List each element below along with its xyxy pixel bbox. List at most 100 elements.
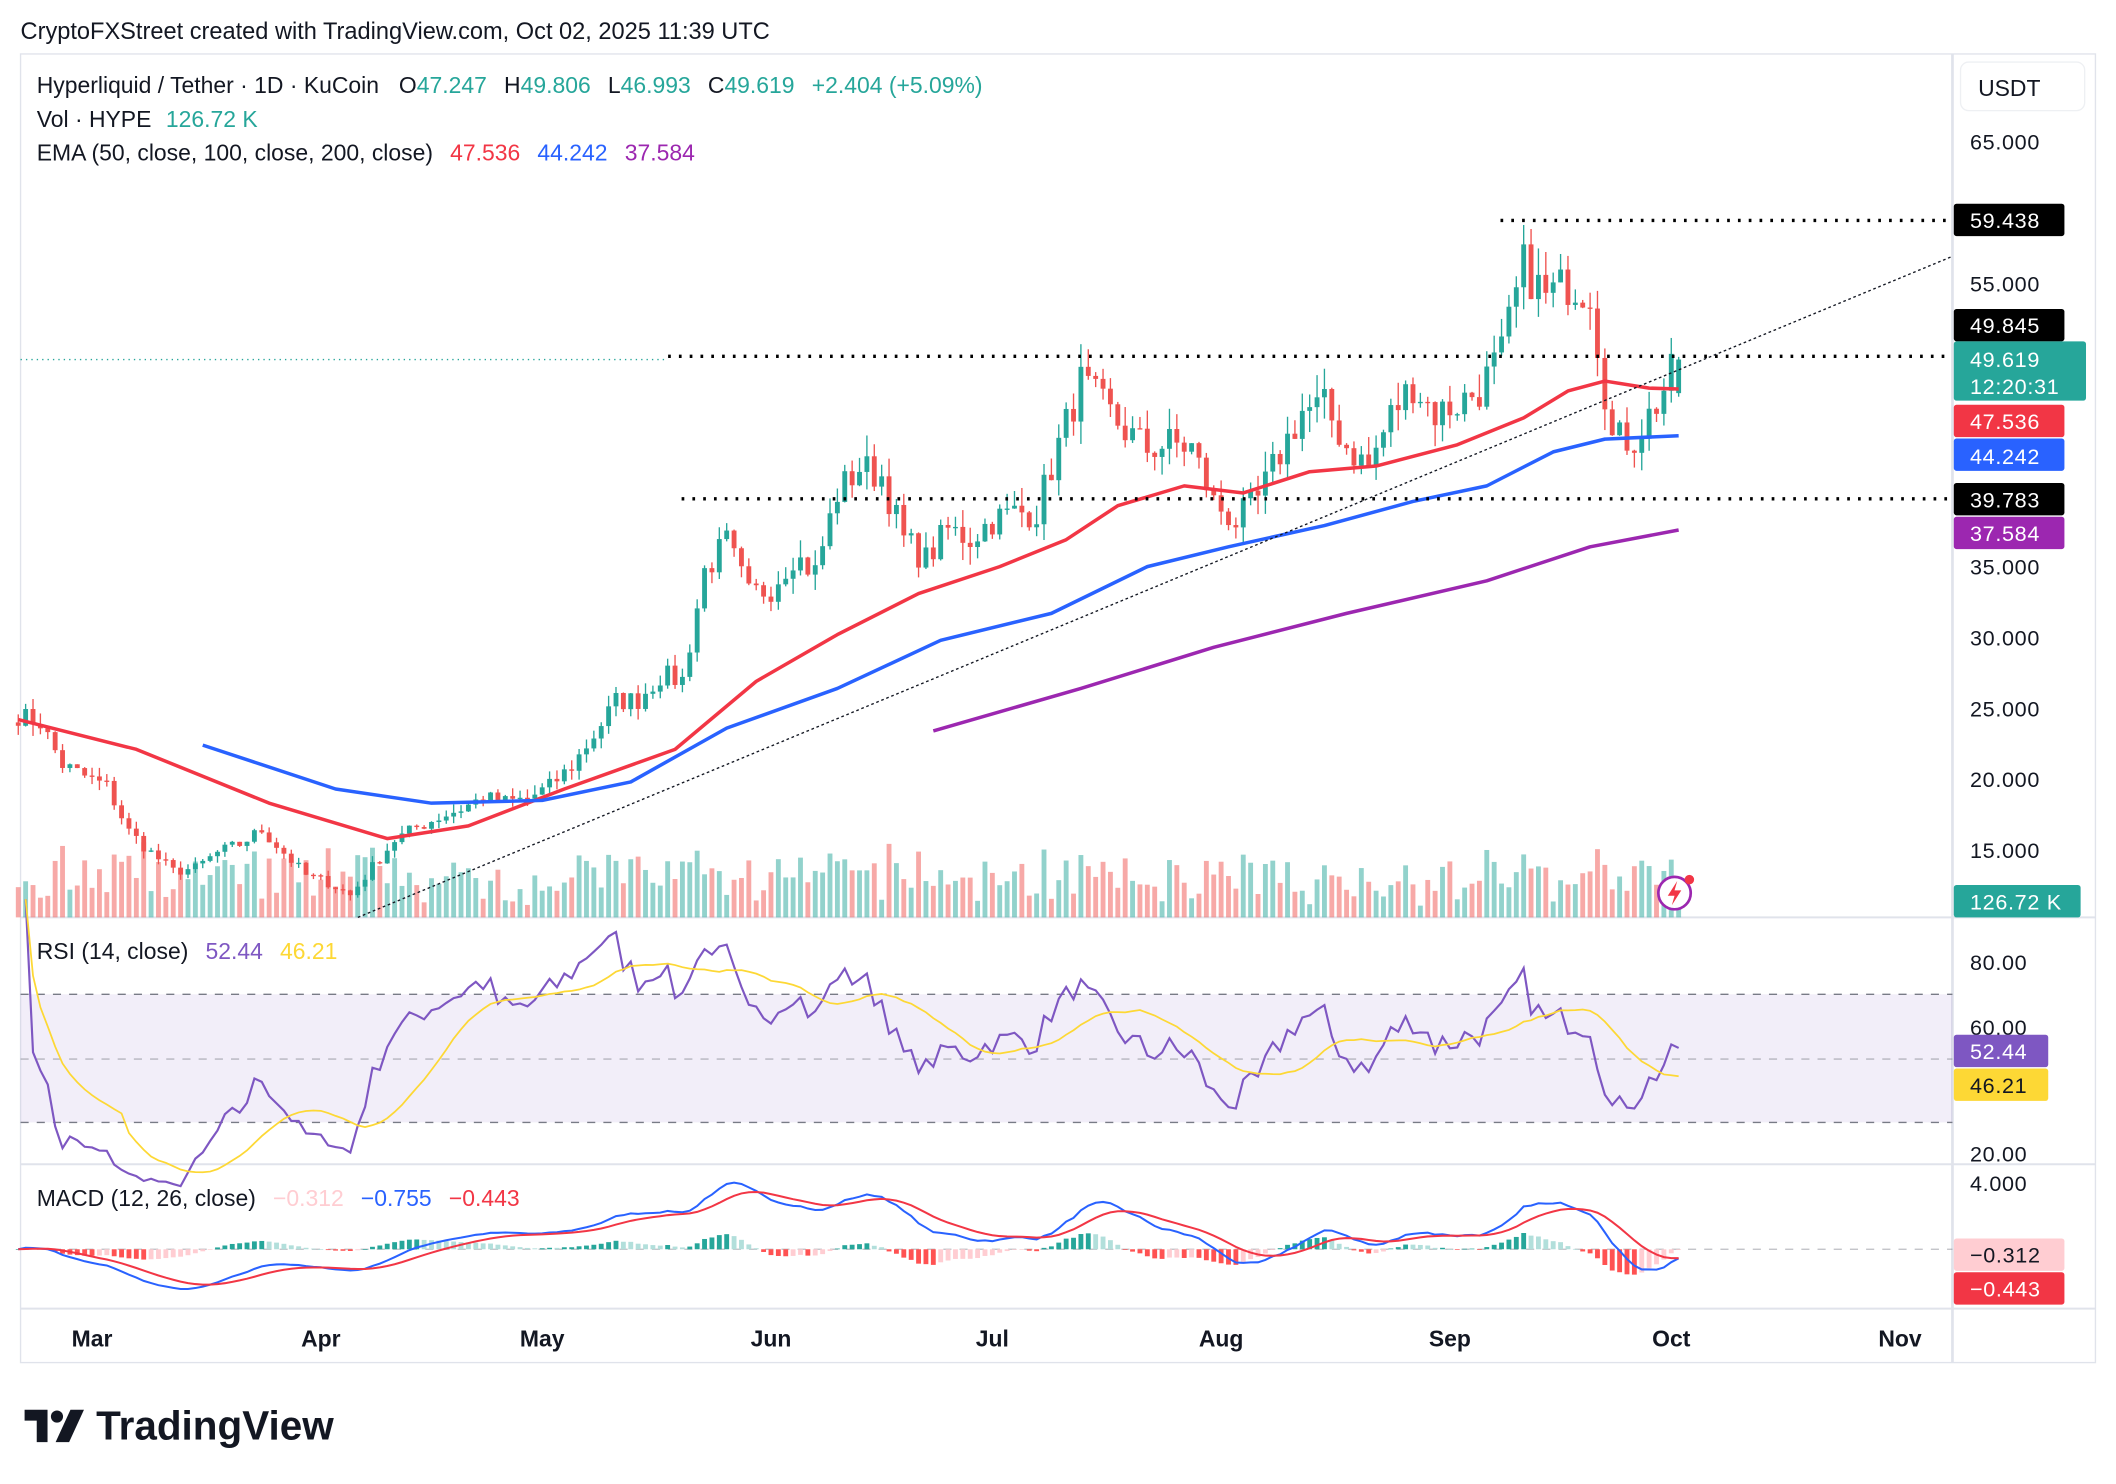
- candle: [1676, 359, 1682, 394]
- candle: [495, 792, 501, 802]
- candle: [429, 822, 434, 829]
- candle: [1639, 438, 1645, 453]
- macd-histogram-bar: [259, 1240, 265, 1250]
- volume-bar: [783, 877, 789, 918]
- macd-histogram-bar: [414, 1239, 420, 1250]
- volume-bar: [97, 869, 102, 918]
- macd-histogram-bar: [982, 1249, 988, 1256]
- volume-bar: [1550, 901, 1556, 918]
- candle: [879, 476, 885, 487]
- macd-histogram-bar: [554, 1247, 560, 1250]
- macd-hist-value: −0.312: [273, 1185, 344, 1211]
- price-tick: 35.000: [1970, 555, 2040, 580]
- time-label: Nov: [1878, 1325, 1922, 1351]
- macd-histogram-bar: [650, 1245, 656, 1250]
- candle: [340, 889, 346, 891]
- macd-histogram-bar: [141, 1249, 147, 1260]
- symbol-label[interactable]: Hyperliquid / Tether · 1D · KuCoin: [37, 72, 379, 98]
- volume-bar: [945, 884, 951, 918]
- candle: [133, 828, 139, 836]
- macd-histogram-bar: [886, 1249, 892, 1252]
- macd-histogram-bar: [775, 1249, 781, 1256]
- candle: [170, 860, 176, 868]
- candle: [237, 841, 243, 846]
- candle: [783, 578, 789, 585]
- macd-histogram-bar: [997, 1249, 1003, 1253]
- candle: [930, 547, 936, 560]
- macd-histogram-bar: [1395, 1247, 1401, 1250]
- macd-histogram-bar: [798, 1249, 803, 1255]
- volume-bar: [982, 861, 988, 918]
- time-label: Mar: [72, 1325, 113, 1351]
- candle: [229, 841, 235, 845]
- volume-bar: [606, 854, 612, 918]
- candle: [724, 530, 730, 540]
- credit-line: CryptoFXStreet created with TradingView.…: [21, 19, 770, 45]
- volume-bar: [849, 870, 855, 918]
- candle: [222, 844, 228, 852]
- candle: [333, 887, 339, 890]
- candle: [1107, 388, 1113, 405]
- candle: [510, 796, 516, 799]
- volume-bar: [340, 871, 346, 918]
- tag-high-bg: [1953, 203, 2065, 237]
- candle: [281, 847, 287, 854]
- volume-bar: [694, 850, 700, 918]
- candle: [525, 797, 530, 800]
- ema100-value: 44.242: [537, 140, 607, 166]
- close-value: 49.619: [724, 72, 794, 98]
- volume-bar: [989, 872, 995, 918]
- candle: [1093, 375, 1099, 379]
- rsi-label[interactable]: RSI (14, close): [37, 938, 189, 964]
- price-tick: 30.000: [1970, 626, 2040, 651]
- candle: [74, 764, 80, 769]
- volume-bar: [1167, 860, 1172, 918]
- macd-histogram-bar: [1026, 1249, 1032, 1251]
- macd-histogram-bar: [1071, 1237, 1076, 1250]
- tag-rsi-ma-bg: [1953, 1068, 2049, 1101]
- tag-ema100: 44.242: [1970, 444, 2040, 469]
- volume-label[interactable]: Vol · HYPE: [37, 106, 152, 132]
- macd-histogram-bar: [1484, 1247, 1490, 1250]
- volume-bar: [1469, 883, 1475, 918]
- candle: [370, 862, 375, 880]
- candle: [60, 750, 65, 768]
- tag-ema100-bg: [1953, 438, 2065, 471]
- macd-histogram-bar: [274, 1242, 279, 1250]
- price-tick: 15.000: [1970, 838, 2040, 863]
- macd-histogram-bar: [200, 1249, 206, 1252]
- currency-button[interactable]: [1959, 61, 2086, 112]
- macd-histogram-bar: [1344, 1246, 1349, 1250]
- price-tick: 65.000: [1970, 130, 2040, 155]
- volume-bar: [429, 878, 434, 918]
- volume-bar: [1410, 884, 1416, 918]
- macd-label[interactable]: MACD (12, 26, close): [37, 1185, 256, 1211]
- candle: [1381, 432, 1386, 448]
- lightning-icon[interactable]: [1656, 874, 1695, 911]
- volume-bar: [834, 861, 840, 918]
- candle: [1476, 397, 1482, 407]
- candle: [347, 890, 353, 896]
- volume-bar: [591, 867, 597, 918]
- candle: [960, 526, 966, 543]
- ema100-line: [202, 433, 1679, 805]
- candle: [1631, 450, 1637, 453]
- candle: [1255, 490, 1261, 496]
- macd-histogram-bar: [1048, 1246, 1054, 1250]
- tag-macd-hist: −0.312: [1970, 1243, 2041, 1268]
- macd-histogram-bar: [89, 1249, 95, 1256]
- macd-histogram-bar: [1491, 1244, 1497, 1250]
- volume-bar: [1447, 861, 1453, 918]
- macd-histogram-bar: [74, 1249, 80, 1256]
- candles: [15, 224, 1682, 901]
- logo-text: TradingView: [96, 1402, 334, 1448]
- macd-signal-line: [18, 1190, 1679, 1286]
- macd-histogram-bar: [716, 1235, 722, 1250]
- candle: [244, 841, 250, 846]
- volume-bar: [1536, 866, 1541, 918]
- macd-histogram-bar: [1085, 1233, 1091, 1250]
- volume-bar: [156, 862, 161, 918]
- ema-label[interactable]: EMA (50, close, 100, close, 200, close): [37, 140, 433, 166]
- candle: [709, 568, 715, 573]
- volume-bar: [251, 851, 257, 918]
